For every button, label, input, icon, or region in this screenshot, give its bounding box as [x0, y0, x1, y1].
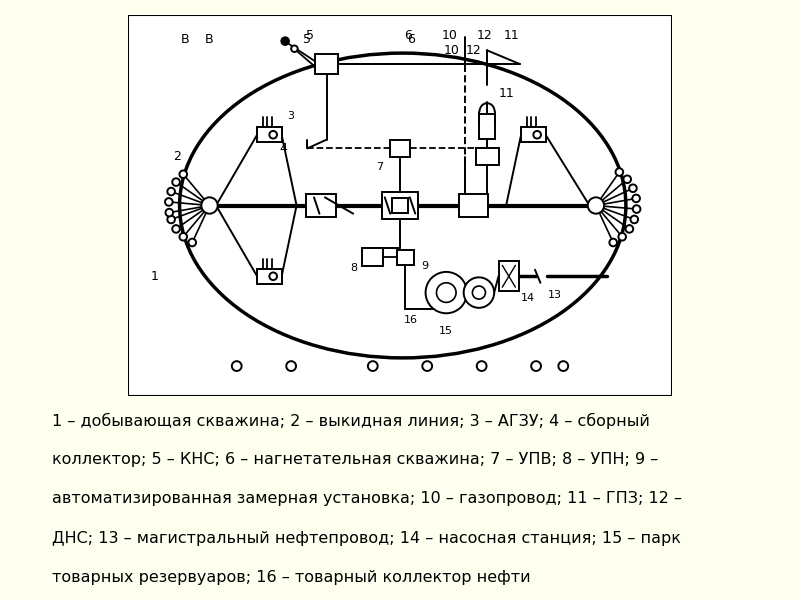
Text: 3: 3: [288, 110, 294, 121]
Bar: [479, 115, 495, 139]
Text: 6: 6: [407, 33, 415, 46]
Bar: [397, 250, 414, 265]
Bar: [362, 248, 383, 266]
Text: 11: 11: [498, 88, 514, 100]
Text: 15: 15: [439, 326, 454, 335]
Circle shape: [166, 209, 173, 217]
Text: 9: 9: [421, 262, 428, 271]
Text: 1: 1: [151, 270, 159, 283]
Text: 2: 2: [173, 150, 181, 163]
Circle shape: [629, 184, 637, 192]
Circle shape: [426, 272, 467, 313]
Circle shape: [270, 131, 277, 139]
Bar: [382, 192, 418, 219]
Bar: [257, 127, 282, 142]
Text: ДНС; 13 – магистральный нефтепровод; 14 – насосная станция; 15 – парк: ДНС; 13 – магистральный нефтепровод; 14 …: [52, 531, 681, 546]
Bar: [458, 194, 489, 217]
Text: 5: 5: [306, 29, 314, 42]
Text: автоматизированная замерная установка; 10 – газопровод; 11 – ГПЗ; 12 –: автоматизированная замерная установка; 1…: [52, 491, 682, 506]
Text: 14: 14: [521, 293, 535, 303]
Circle shape: [626, 225, 633, 233]
Text: 16: 16: [404, 315, 418, 325]
Circle shape: [618, 233, 626, 241]
Text: 12: 12: [477, 29, 492, 42]
Circle shape: [179, 170, 187, 178]
Text: 12: 12: [466, 44, 482, 57]
Text: 13: 13: [548, 290, 562, 301]
Text: 1 – добывающая скважина; 2 – выкидная линия; 3 – АГЗУ; 4 – сборный: 1 – добывающая скважина; 2 – выкидная ли…: [52, 413, 650, 429]
Circle shape: [232, 361, 242, 371]
Circle shape: [286, 361, 296, 371]
Bar: [257, 269, 282, 284]
Circle shape: [167, 215, 175, 223]
Circle shape: [615, 168, 623, 176]
Text: 8: 8: [350, 263, 358, 273]
Circle shape: [531, 361, 541, 371]
Circle shape: [630, 215, 638, 223]
Text: 10: 10: [442, 29, 458, 42]
Text: 10: 10: [444, 44, 460, 57]
Circle shape: [368, 361, 378, 371]
Circle shape: [202, 197, 218, 214]
Circle shape: [464, 277, 494, 308]
Circle shape: [282, 37, 289, 45]
Circle shape: [189, 239, 196, 247]
Text: 7: 7: [376, 163, 383, 172]
Text: 6: 6: [404, 29, 412, 42]
Text: В: В: [181, 33, 190, 46]
Circle shape: [558, 361, 568, 371]
Circle shape: [167, 188, 175, 196]
Circle shape: [610, 239, 617, 247]
Circle shape: [422, 361, 432, 371]
Circle shape: [472, 286, 486, 299]
Circle shape: [437, 283, 456, 302]
Circle shape: [534, 131, 541, 139]
Circle shape: [633, 205, 641, 213]
Circle shape: [172, 178, 180, 186]
Circle shape: [165, 198, 173, 206]
Circle shape: [291, 46, 298, 52]
Text: 4: 4: [279, 142, 287, 155]
Text: товарных резервуаров; 16 – товарный коллектор нефти: товарных резервуаров; 16 – товарный колл…: [52, 570, 530, 585]
Bar: [390, 140, 410, 157]
Bar: [521, 127, 546, 142]
Text: 11: 11: [504, 29, 519, 42]
Bar: [315, 53, 338, 74]
Circle shape: [632, 194, 640, 202]
Text: В: В: [205, 33, 214, 46]
Circle shape: [270, 272, 277, 280]
Bar: [498, 261, 519, 291]
Circle shape: [623, 175, 631, 183]
Bar: [392, 198, 408, 213]
Text: коллектор; 5 – КНС; 6 – нагнетательная скважина; 7 – УПВ; 8 – УПН; 9 –: коллектор; 5 – КНС; 6 – нагнетательная с…: [52, 452, 658, 467]
Bar: [306, 194, 336, 217]
Circle shape: [172, 225, 180, 233]
Text: 5: 5: [303, 33, 311, 46]
Circle shape: [477, 361, 486, 371]
Circle shape: [588, 197, 604, 214]
Bar: [476, 148, 498, 165]
Circle shape: [179, 233, 187, 241]
